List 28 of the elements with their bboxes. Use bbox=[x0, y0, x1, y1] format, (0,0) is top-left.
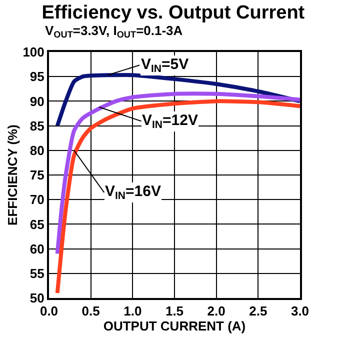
x-tick-label: 0.0 bbox=[40, 304, 58, 319]
y-tick-label: 50 bbox=[30, 290, 44, 306]
annotation: V$_{IN}$=16V bbox=[105, 183, 161, 202]
x-tick-label: 1.5 bbox=[165, 304, 184, 319]
y-tick-label: 55 bbox=[30, 266, 44, 281]
x-axis-title: OUTPUT CURRENT (A) bbox=[103, 318, 246, 334]
chart-subtitle: V$_{OUT}$=3.3V, I$_{OUT}$=0.1-3A bbox=[45, 23, 184, 40]
y-tick-label: 95 bbox=[30, 69, 44, 84]
annotation: V$_{IN}$=12V bbox=[142, 112, 198, 132]
y-tick-label: 85 bbox=[30, 118, 44, 134]
y-tick-label: 80 bbox=[30, 142, 44, 158]
line-series bbox=[55, 99, 300, 296]
x-tick-label: 2.0 bbox=[207, 304, 226, 319]
y-tick-label: 65 bbox=[30, 216, 44, 232]
line-series bbox=[55, 72, 300, 128]
line-series bbox=[55, 92, 300, 256]
y-tick-label: 70 bbox=[30, 192, 44, 208]
y-tick-label: 90 bbox=[30, 94, 44, 109]
x-tick-label: 1.0 bbox=[124, 304, 142, 319]
y-axis-title: EFFICIENCY (%) bbox=[5, 124, 20, 226]
y-tick-label: 60 bbox=[30, 241, 44, 256]
x-tick-label: 2.5 bbox=[249, 304, 268, 319]
annotation: V$_{IN}$=5V bbox=[141, 56, 189, 76]
x-tick-label: 3.0 bbox=[290, 304, 310, 319]
y-tick-label: 100 bbox=[22, 44, 44, 60]
chart-title: Efficiency vs. Output Current bbox=[42, 2, 306, 24]
y-tick-label: 75 bbox=[30, 168, 44, 183]
x-tick-label: 0.5 bbox=[82, 304, 100, 319]
